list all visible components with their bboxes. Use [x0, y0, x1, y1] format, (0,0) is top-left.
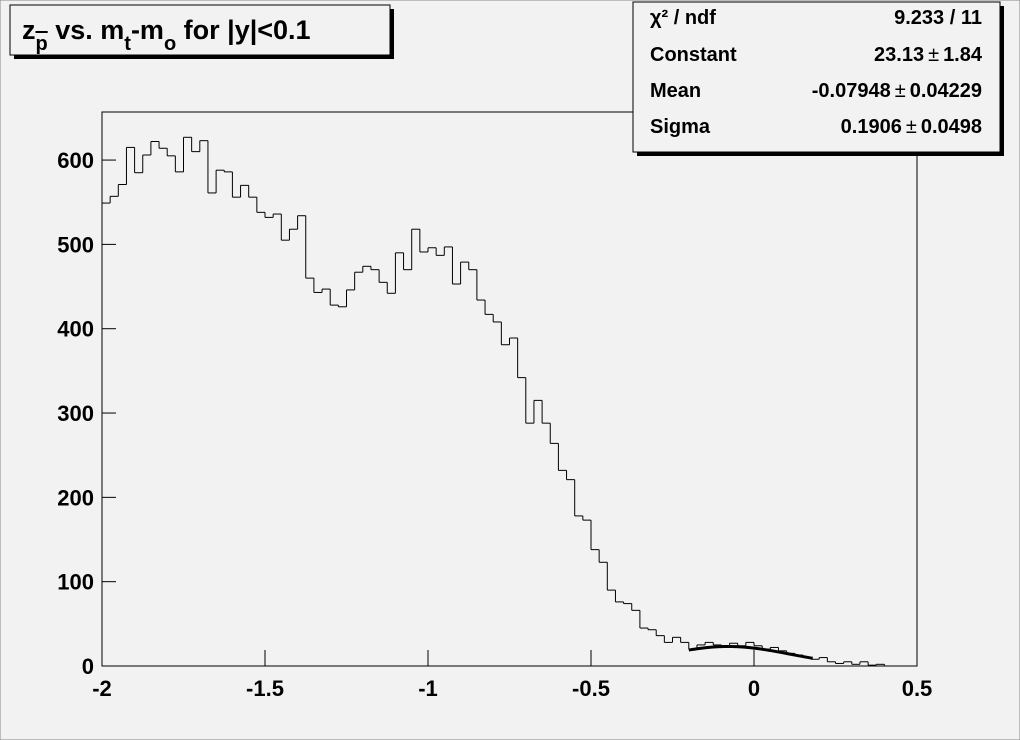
x-tick-label: 0.5 — [902, 676, 933, 701]
title-part: vs. m — [48, 15, 125, 45]
stats-value: 0.1906 ±0.0498 — [841, 116, 982, 138]
param-value: -0.07948 — [812, 80, 891, 102]
param-sign: ± — [906, 116, 917, 138]
param-value: 23.13 — [874, 44, 924, 66]
stats-label: Sigma — [650, 116, 711, 138]
y-tick-label: 600 — [57, 148, 94, 173]
y-tick-label: 0 — [82, 654, 94, 679]
x-tick-label: -1.5 — [246, 676, 284, 701]
fit-curve — [688, 644, 813, 660]
title-part: o — [164, 33, 176, 55]
stats-label: Mean — [650, 80, 701, 102]
stats-label: χ² / ndf — [650, 7, 716, 29]
title-part: -m — [131, 15, 164, 45]
chart-title: zp vs. mt-mo for |y|<0.1 — [22, 15, 311, 55]
plot-frame — [101, 111, 918, 667]
y-tick-label: 400 — [57, 317, 94, 342]
y-tick-label: 200 — [57, 485, 94, 510]
stats-value: -0.07948 ±0.04229 — [812, 80, 982, 102]
title-part: p — [36, 33, 48, 55]
title-part: z — [22, 15, 36, 45]
title-box — [9, 4, 391, 56]
x-tick-label: -0.5 — [572, 676, 610, 701]
stats-value: 23.13 ±1.84 — [874, 44, 983, 66]
x-tick-label: 0 — [748, 676, 760, 701]
stats-label: Constant — [650, 44, 737, 66]
param-sign: ± — [895, 80, 906, 102]
title-part: t — [124, 33, 131, 55]
param-value: 0.1906 — [841, 116, 902, 138]
param-sign: ± — [928, 44, 939, 66]
param-error: 1.84 — [943, 44, 983, 66]
x-tick-label: -2 — [92, 676, 112, 701]
param-error: 0.0498 — [921, 116, 982, 138]
y-tick-label: 100 — [57, 570, 94, 595]
stats-box — [632, 1, 1001, 153]
stats-value: 9.233 / 11 — [894, 7, 982, 29]
title-part: for |y|<0.1 — [176, 15, 310, 45]
x-tick-label: -1 — [418, 676, 438, 701]
y-tick-label: 300 — [57, 401, 94, 426]
param-error: 0.04229 — [910, 80, 982, 102]
y-tick-label: 500 — [57, 232, 94, 257]
